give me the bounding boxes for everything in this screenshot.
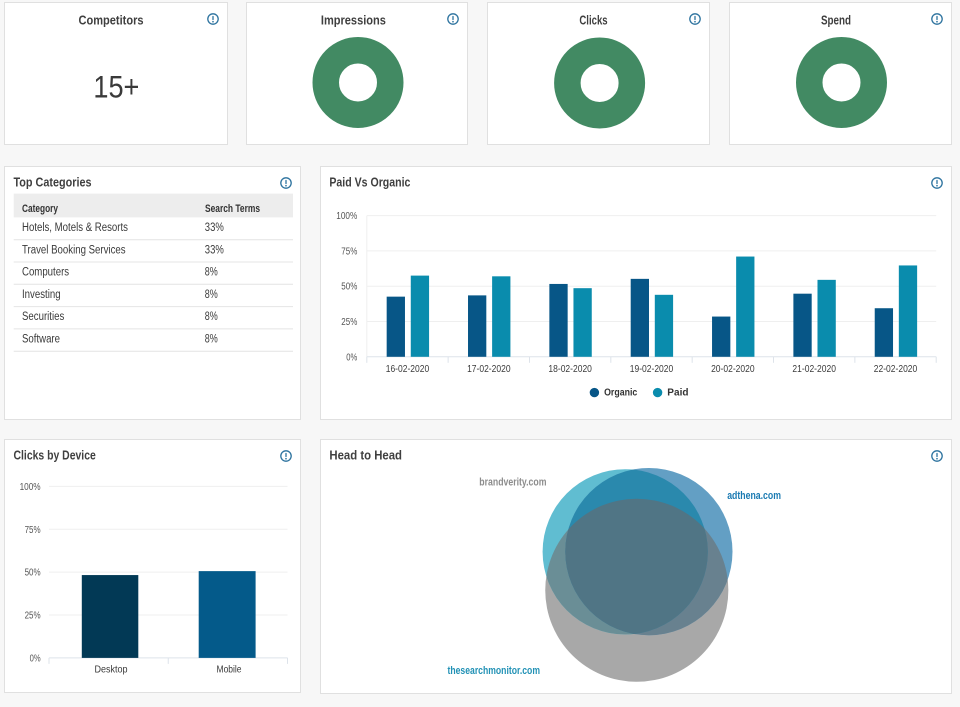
svg-text:Investing: Investing (22, 289, 61, 301)
svg-text:Paid: Paid (667, 386, 688, 398)
svg-text:0%: 0% (30, 653, 41, 664)
svg-text:25%: 25% (341, 317, 357, 328)
svg-text:21-02-2020: 21-02-2020 (792, 363, 836, 375)
svg-text:Category: Category (22, 203, 59, 215)
svg-text:100%: 100% (336, 211, 357, 222)
svg-text:adthena.com: adthena.com (727, 490, 781, 502)
svg-text:Software: Software (22, 334, 60, 346)
svg-text:Spend: Spend (821, 12, 851, 27)
svg-text:Impressions: Impressions (321, 12, 386, 27)
svg-text:Paid Vs Organic: Paid Vs Organic (329, 175, 410, 190)
svg-text:Competitors: Competitors (79, 12, 144, 27)
svg-text:Clicks by Device: Clicks by Device (14, 448, 96, 463)
svg-text:75%: 75% (341, 246, 357, 257)
svg-text:75%: 75% (25, 525, 41, 536)
svg-text:thesearchmonitor.com: thesearchmonitor.com (448, 665, 541, 677)
svg-text:Desktop: Desktop (94, 663, 127, 675)
svg-text:0%: 0% (346, 352, 357, 363)
svg-text:Organic: Organic (604, 386, 637, 398)
svg-text:25%: 25% (25, 611, 41, 622)
svg-text:8%: 8% (205, 311, 218, 323)
svg-text:50%: 50% (341, 282, 357, 293)
svg-text:8%: 8% (205, 289, 218, 301)
svg-text:8%: 8% (205, 334, 218, 346)
svg-text:15+: 15+ (93, 69, 139, 105)
svg-text:100%: 100% (20, 482, 41, 493)
svg-text:18-02-2020: 18-02-2020 (548, 363, 592, 375)
svg-text:Head to Head: Head to Head (329, 448, 402, 463)
svg-text:22-02-2020: 22-02-2020 (874, 363, 918, 375)
svg-text:19-02-2020: 19-02-2020 (630, 363, 674, 375)
svg-text:Hotels, Motels & Resorts: Hotels, Motels & Resorts (22, 222, 128, 234)
svg-text:Computers: Computers (22, 267, 69, 279)
svg-text:50%: 50% (25, 568, 41, 579)
svg-text:33%: 33% (205, 244, 224, 256)
svg-text:Travel Booking Services: Travel Booking Services (22, 244, 126, 256)
svg-text:16-02-2020: 16-02-2020 (386, 363, 430, 375)
svg-text:Mobile: Mobile (217, 663, 242, 675)
svg-text:Search Terms: Search Terms (205, 203, 260, 215)
svg-text:brandverity.com: brandverity.com (479, 477, 546, 489)
svg-text:20-02-2020: 20-02-2020 (711, 363, 755, 375)
svg-text:33%: 33% (205, 222, 224, 234)
svg-text:8%: 8% (205, 267, 218, 279)
svg-text:Clicks: Clicks (579, 12, 607, 27)
svg-text:Top Categories: Top Categories (14, 175, 92, 190)
svg-text:17-02-2020: 17-02-2020 (467, 363, 511, 375)
svg-text:Securities: Securities (22, 311, 65, 323)
